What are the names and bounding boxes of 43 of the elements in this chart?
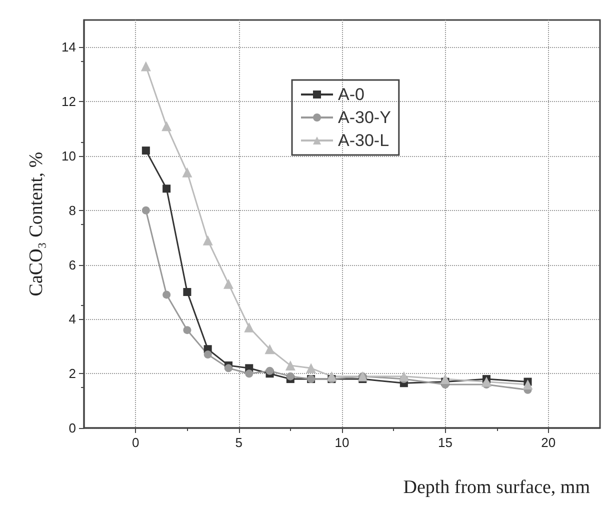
point	[522, 379, 533, 390]
point	[306, 363, 316, 374]
legend-label: A-0	[338, 85, 364, 104]
point	[244, 322, 254, 332]
point	[140, 61, 151, 72]
legend-label: A-30-Y	[338, 108, 391, 127]
point	[223, 278, 234, 289]
y-axis-title: CaCO₃ Content, %	[26, 152, 47, 296]
point	[204, 350, 212, 359]
point	[326, 371, 337, 382]
x-tick-label: 5	[235, 435, 242, 450]
y-tick-label: 14	[62, 40, 76, 55]
x-tick-label: 20	[541, 435, 556, 450]
point	[202, 235, 213, 246]
point	[245, 370, 254, 378]
point	[266, 366, 274, 375]
point	[398, 371, 409, 382]
x-tick-label: 0	[132, 435, 140, 450]
point	[286, 372, 294, 380]
y-tick-label: 4	[68, 312, 76, 327]
x-tick-label: 15	[438, 435, 452, 450]
y-tick-label: 8	[68, 202, 76, 218]
point	[264, 344, 275, 354]
x-tick-label: 10	[334, 435, 350, 450]
y-tick-label: 2	[68, 366, 76, 382]
y-tick-label: 6	[68, 257, 76, 272]
y-tick-label: 0	[68, 420, 76, 436]
point	[142, 146, 150, 155]
point	[162, 184, 171, 193]
y-tick-label: 10	[62, 148, 76, 164]
point	[183, 326, 192, 334]
point	[183, 288, 192, 296]
point	[182, 167, 192, 178]
point	[142, 206, 150, 214]
point	[224, 364, 232, 372]
point	[285, 360, 296, 370]
x-axis-title: Depth from surface, mm	[403, 477, 590, 498]
legend-label: A-30-L	[338, 131, 390, 150]
point	[162, 290, 171, 299]
point	[162, 121, 172, 132]
point	[481, 376, 492, 387]
y-tick-label: 12	[62, 94, 76, 110]
point	[440, 374, 450, 384]
